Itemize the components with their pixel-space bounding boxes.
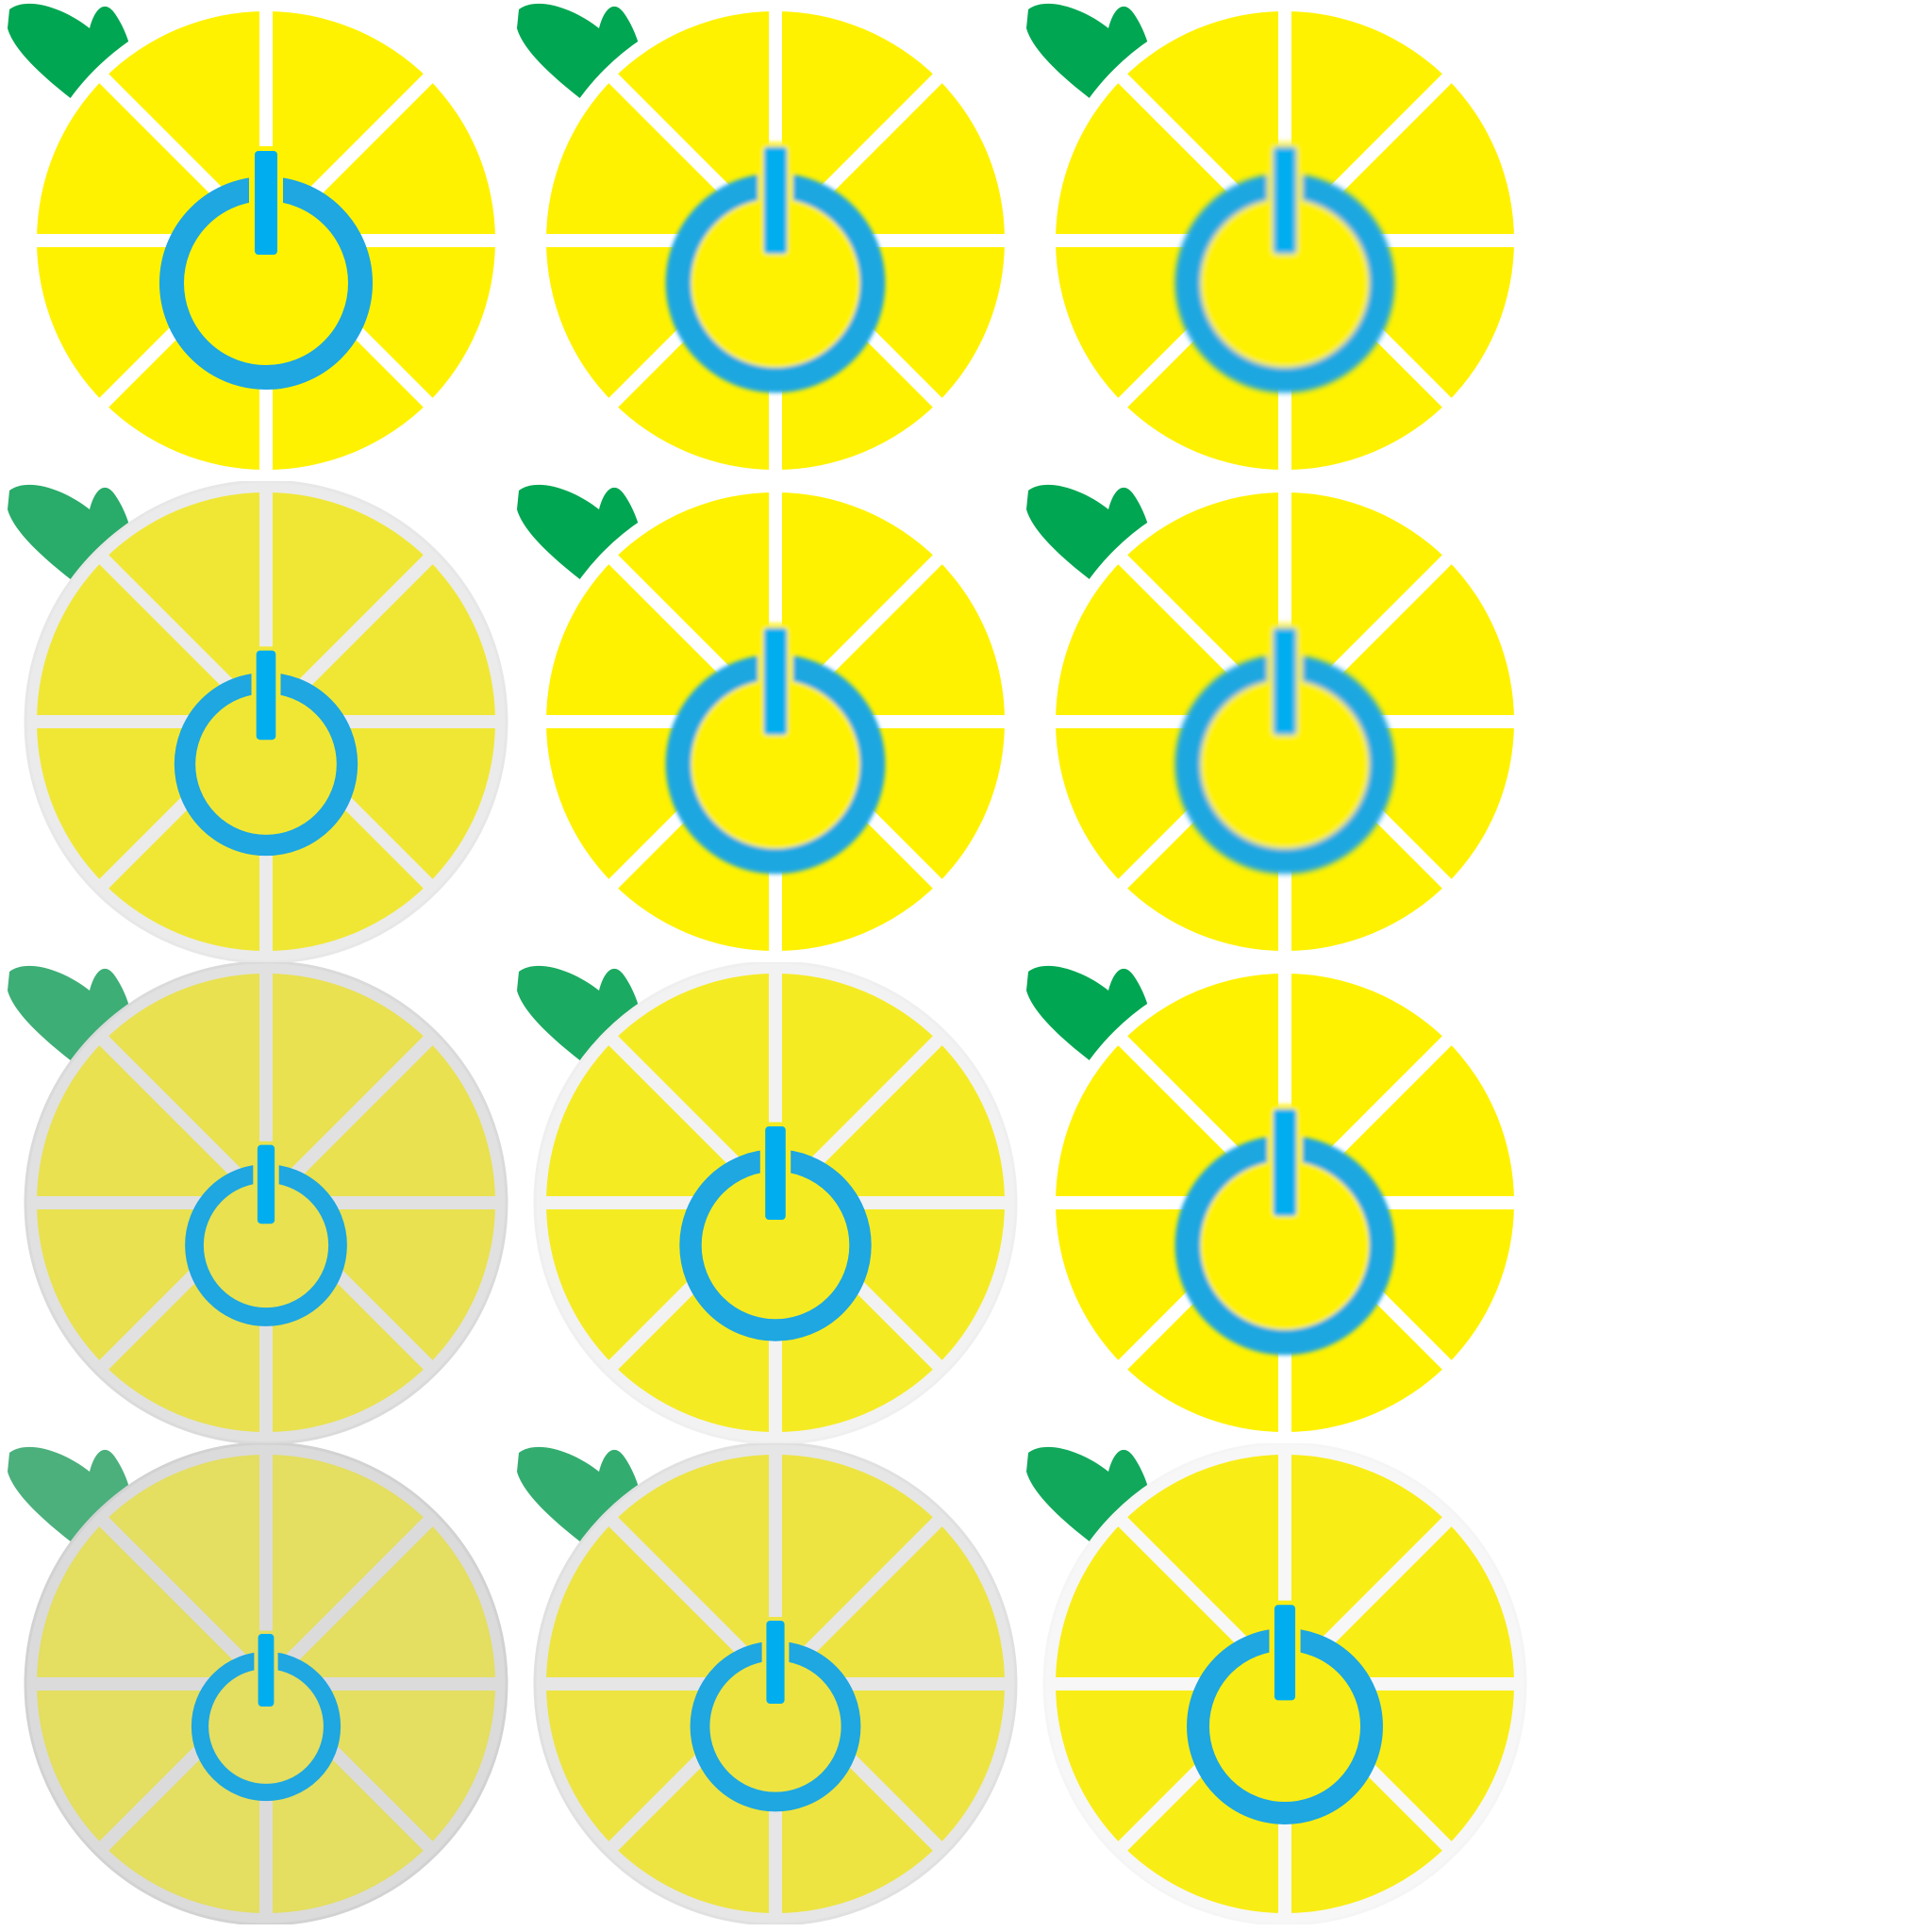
lemon-power-icon: [1026, 1443, 1527, 1924]
power-lemon-dim-6-icon: [1019, 1443, 1538, 1924]
power-lemon-glow-1-icon: [509, 0, 1028, 481]
lemon-power-icon: [1026, 0, 1527, 481]
power-lemon-dim-5-icon: [509, 1443, 1028, 1924]
power-icon: [665, 142, 886, 393]
lemon-power-icon: [8, 481, 508, 962]
power-lemon-glow-5-icon: [1019, 962, 1538, 1443]
power-lemon-glow-2-icon: [1019, 0, 1538, 481]
power-icon: [1174, 1104, 1395, 1356]
lemon-power-icon: [8, 0, 508, 481]
lemon-power-icon: [517, 1443, 1018, 1924]
power-icon: [159, 146, 373, 390]
lemon-power-icon: [517, 481, 1018, 962]
power-icon: [1187, 1600, 1383, 1824]
lemon-power-icon: [8, 962, 508, 1443]
power-icon: [1174, 142, 1395, 393]
lemon-power-icon: [1026, 481, 1527, 962]
lemon-power-icon: [8, 1443, 508, 1924]
power-lemon-dim-3-icon: [509, 962, 1028, 1443]
power-lemon-dim-4-icon: [0, 1443, 519, 1924]
power-lemon-dim-1-icon: [0, 481, 519, 962]
power-icon: [1174, 623, 1395, 874]
power-icon: [665, 623, 886, 874]
power-icon: [690, 1617, 861, 1812]
power-lemon-glow-4-icon: [1019, 481, 1538, 962]
lemon-power-icon: [517, 0, 1018, 481]
power-lemon-normal-icon: [0, 0, 519, 481]
power-lemon-dim-2-icon: [0, 962, 519, 1443]
power-icon: [174, 646, 358, 857]
power-icon: [191, 1630, 341, 1802]
power-icon: [185, 1141, 347, 1326]
power-lemon-glow-3-icon: [509, 481, 1028, 962]
lemon-power-icon: [1026, 962, 1527, 1443]
power-icon: [679, 1122, 872, 1341]
lemon-power-icon: [517, 962, 1018, 1443]
